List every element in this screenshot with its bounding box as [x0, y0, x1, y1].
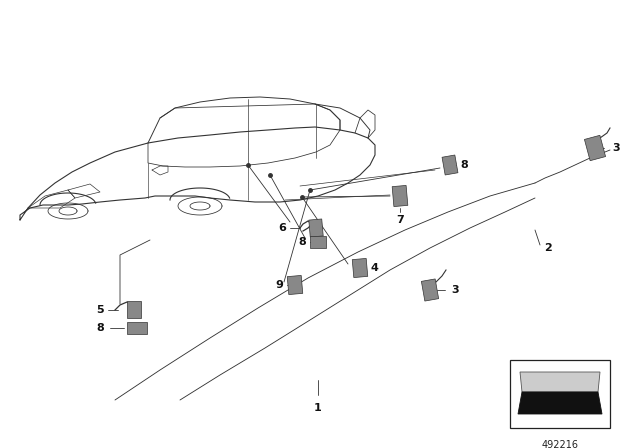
Bar	[127, 302, 141, 319]
Text: 2: 2	[544, 243, 552, 253]
Text: 4: 4	[370, 263, 378, 273]
Text: 7: 7	[396, 215, 404, 225]
Text: 1: 1	[314, 403, 322, 413]
Bar	[392, 185, 408, 207]
Text: 8: 8	[96, 323, 104, 333]
Bar	[584, 135, 605, 161]
Text: 5: 5	[96, 305, 104, 315]
Text: 8: 8	[460, 160, 468, 170]
Text: 8: 8	[298, 237, 306, 247]
Bar	[127, 322, 147, 334]
Bar	[442, 155, 458, 175]
Text: 6: 6	[278, 223, 286, 233]
Text: 3: 3	[451, 285, 459, 295]
Bar	[308, 219, 323, 237]
Text: 492216: 492216	[541, 440, 579, 448]
Bar	[310, 236, 326, 248]
Polygon shape	[518, 392, 602, 414]
Text: 9: 9	[275, 280, 283, 290]
Bar	[421, 279, 438, 301]
Polygon shape	[520, 372, 600, 392]
Bar	[352, 258, 368, 278]
Bar	[287, 276, 303, 295]
Text: 3: 3	[612, 143, 620, 153]
Bar	[510, 360, 610, 428]
